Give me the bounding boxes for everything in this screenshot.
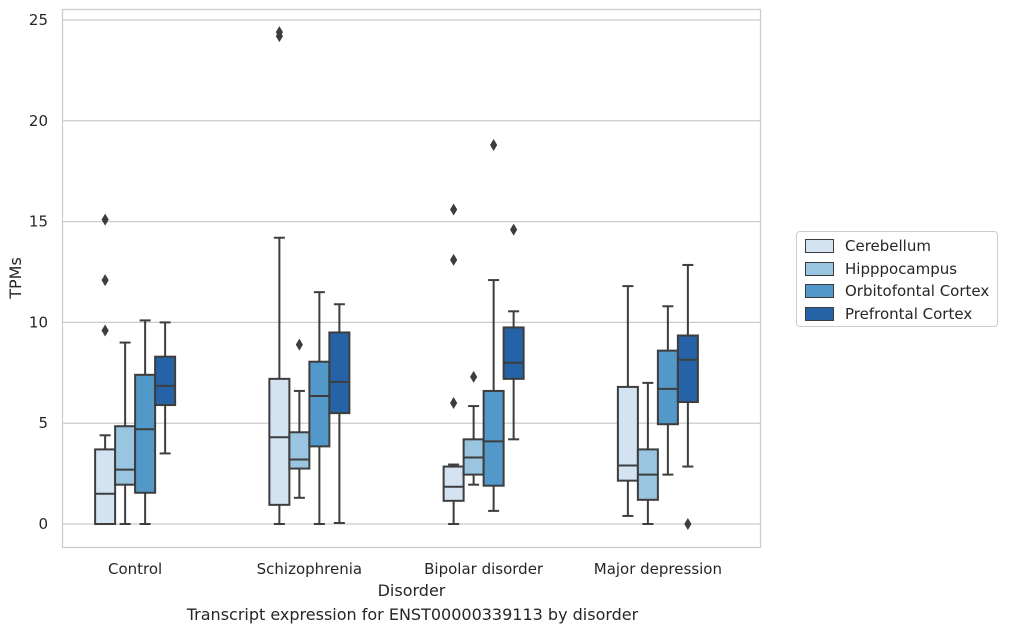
box-body <box>616 385 639 482</box>
y-tick-label-10: 10 <box>29 313 48 331</box>
grid-lines <box>63 19 760 525</box>
x-tick-label-schizophrenia: Schizophrenia <box>257 560 362 578</box>
box-body <box>442 465 465 502</box>
outlier-point <box>101 213 109 226</box>
legend-label-orbitofrontal-cortex: Orbitofontal Cortex <box>845 282 990 301</box>
box-hipppocampus-3 <box>636 381 659 525</box>
legend-label-cerebellum: Cerebellum <box>845 237 931 256</box>
box-cerebellum-3 <box>616 285 639 517</box>
box-orbitofontal-cortex-0 <box>134 319 157 525</box>
outlier-point <box>450 203 458 216</box>
outlier-point <box>101 274 109 287</box>
box-plot-area <box>94 26 699 530</box>
box-body <box>676 334 699 404</box>
box-body <box>656 349 679 426</box>
box-body <box>308 360 331 448</box>
box-body <box>482 389 505 487</box>
outlier-point <box>295 338 303 351</box>
box-prefrontal-cortex-0 <box>154 321 177 455</box>
x-axis-label: Disorder <box>378 581 446 600</box>
legend-item-prefrontal-cortex: Prefrontal Cortex <box>805 303 997 326</box>
outlier-point <box>470 370 478 383</box>
plot-frame <box>61 8 762 549</box>
box-body <box>134 373 157 494</box>
outlier-point <box>450 253 458 266</box>
box-hipppocampus-2 <box>462 370 485 486</box>
box-hipppocampus-1 <box>288 338 311 499</box>
outlier-point <box>450 397 458 410</box>
box-body <box>502 326 525 380</box>
outlier-point <box>510 223 518 236</box>
box-body <box>268 377 291 506</box>
y-tick-label-25: 25 <box>29 11 48 29</box>
legend-swatch-prefrontal-cortex <box>805 307 834 322</box>
x-tick-label-control: Control <box>108 560 162 578</box>
outlier-point <box>101 324 109 337</box>
x-tick-label-major-depression: Major depression <box>594 560 722 578</box>
x-axis-ticks: Control Schizophrenia Bipolar disorder Majo… <box>108 560 722 578</box>
legend-swatch-hippocampus <box>805 261 834 276</box>
box-body <box>288 431 311 470</box>
legend-label-hippocampus: Hipppocampus <box>845 259 958 278</box>
legend: Cerebellum Hipppocampus Orbitofontal Cor… <box>796 231 998 327</box>
box-body <box>114 425 137 486</box>
box-orbitofontal-cortex-3 <box>656 305 679 476</box>
box-prefrontal-cortex-1 <box>328 303 351 524</box>
box-body <box>94 448 117 525</box>
y-tick-label-0: 0 <box>38 515 48 533</box>
box-body <box>328 331 351 415</box>
x-tick-label-bipolar-disorder: Bipolar disorder <box>424 560 544 578</box>
box-hipppocampus-0 <box>114 341 137 525</box>
y-axis-label: TPMs <box>6 257 25 300</box>
box-cerebellum-1 <box>268 26 291 525</box>
box-body <box>154 355 177 407</box>
legend-item-orbitofrontal-cortex: Orbitofontal Cortex <box>805 280 997 303</box>
outlier-point <box>490 138 498 151</box>
legend-swatch-cerebellum <box>805 239 834 254</box>
box-prefrontal-cortex-2 <box>502 223 525 441</box>
box-prefrontal-cortex-3 <box>676 263 699 530</box>
figure-caption: Transcript expression for ENST0000033911… <box>186 605 639 624</box>
box-cerebellum-0 <box>94 213 117 525</box>
legend-swatch-orbitofrontal-cortex <box>805 284 834 299</box>
box-orbitofontal-cortex-2 <box>482 138 505 512</box>
y-tick-label-5: 5 <box>38 414 48 432</box>
y-axis-ticks: 0 5 10 15 20 25 <box>29 11 48 533</box>
outlier-point <box>684 518 692 530</box>
y-tick-label-15: 15 <box>29 213 48 231</box>
legend-item-cerebellum: Cerebellum <box>805 235 997 258</box>
y-tick-label-20: 20 <box>29 112 48 130</box>
outlier-point <box>275 26 283 39</box>
box-cerebellum-2 <box>442 203 465 525</box>
legend-item-hippocampus: Hipppocampus <box>805 258 997 281</box>
legend-label-prefrontal-cortex: Prefrontal Cortex <box>845 305 973 324</box>
box-orbitofontal-cortex-1 <box>308 291 331 525</box>
